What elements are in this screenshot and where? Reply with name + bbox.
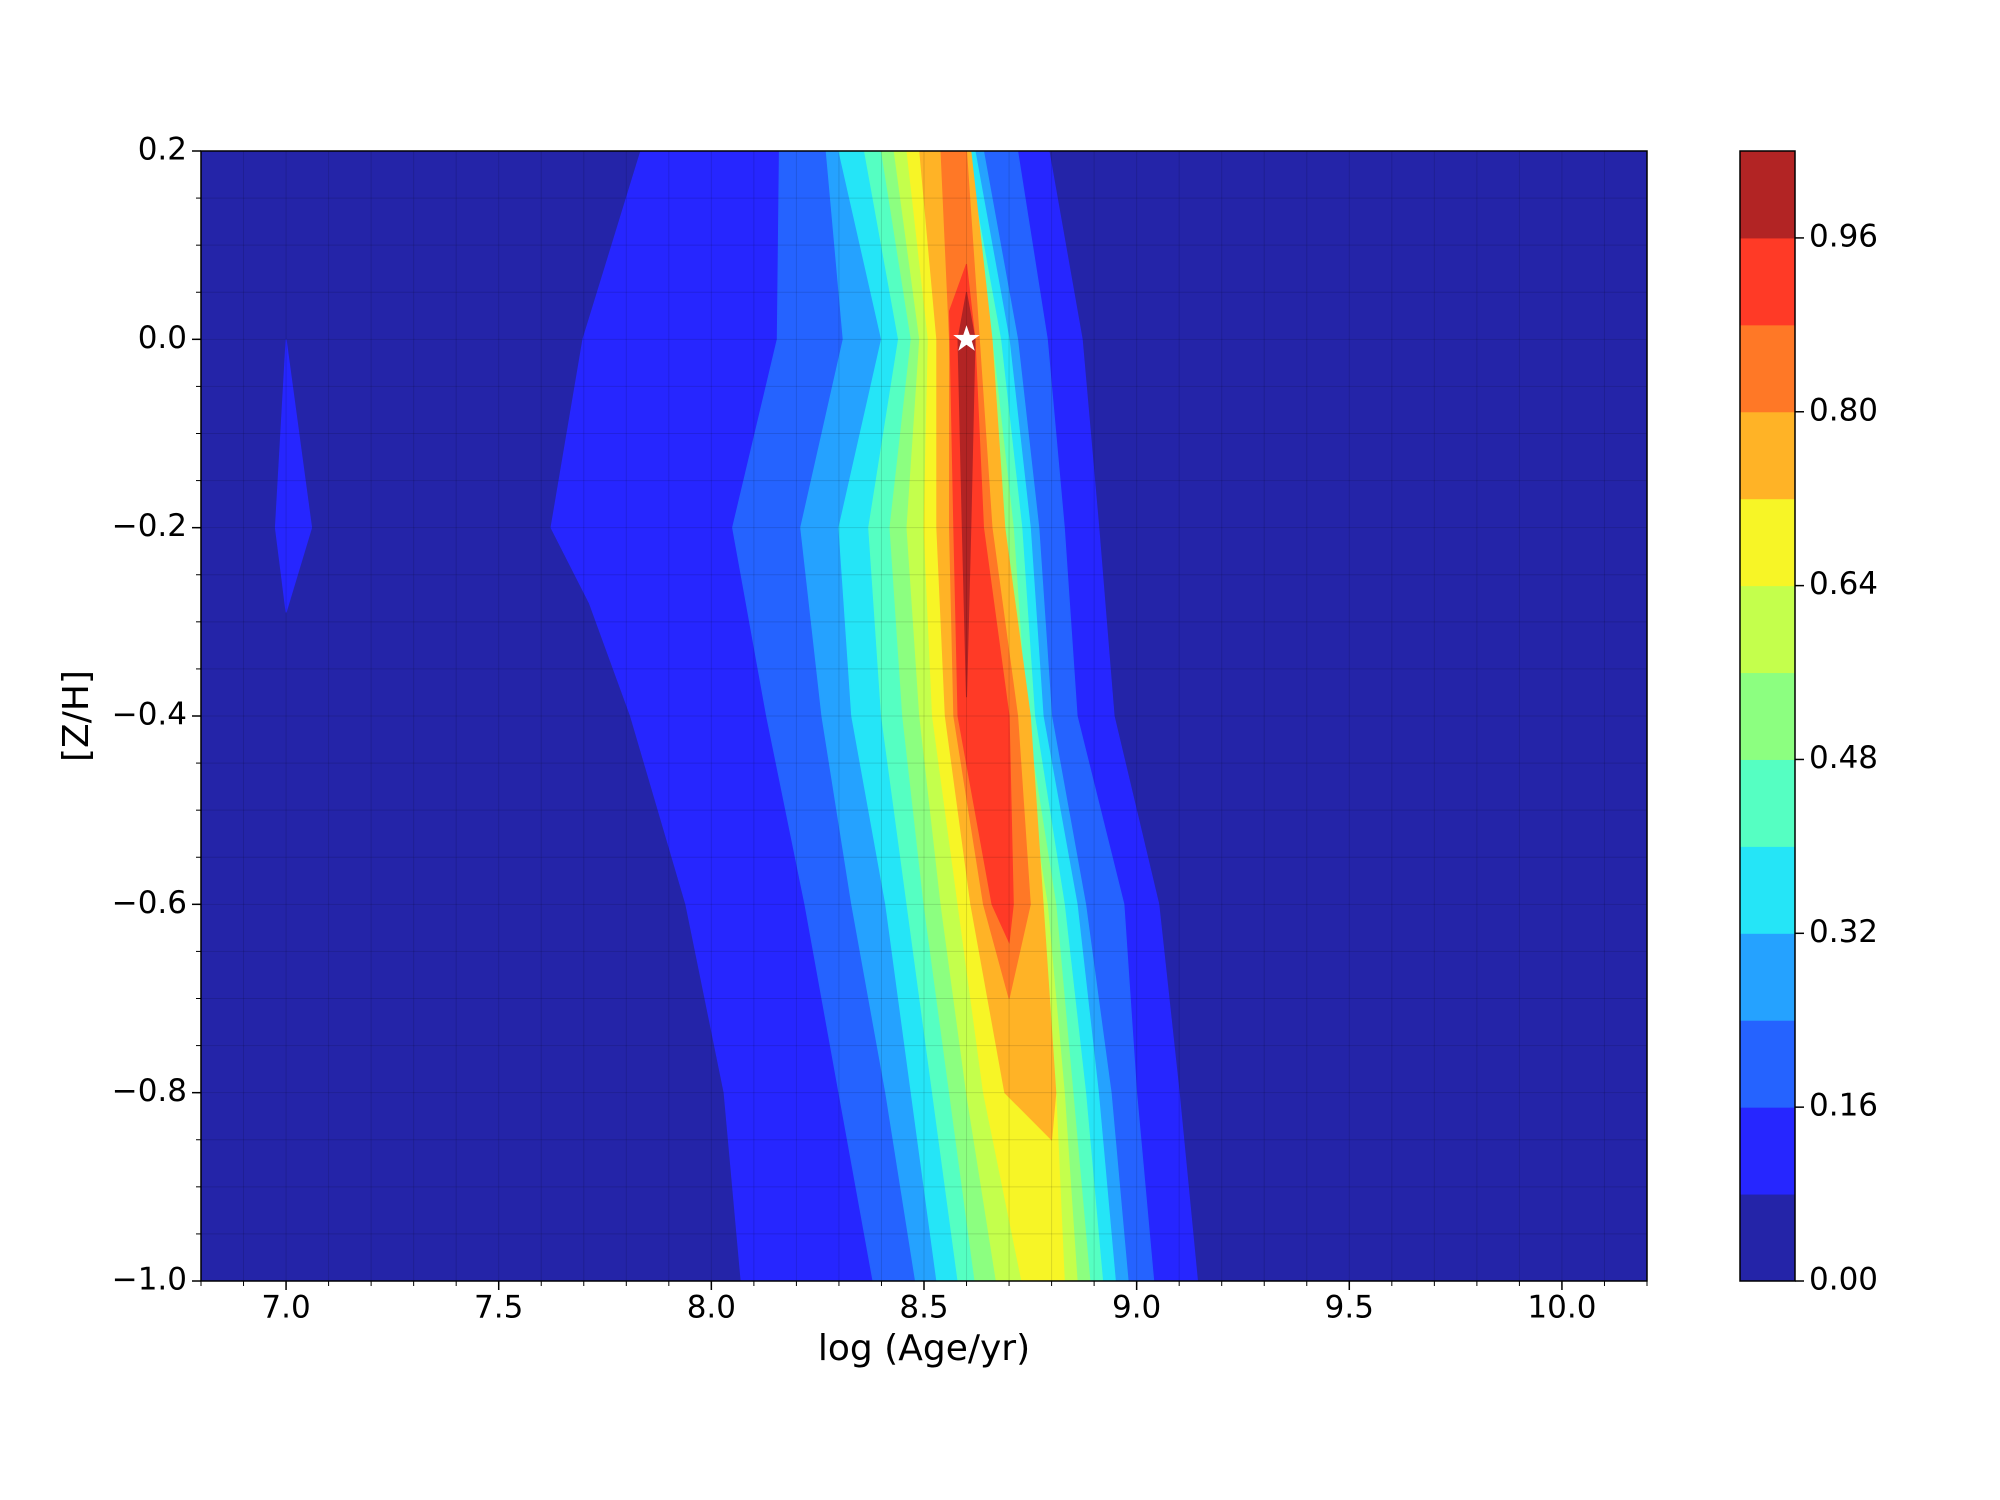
best-fit-marker — [953, 325, 980, 351]
colorbar-band — [1740, 846, 1795, 934]
colorbar-band — [1740, 672, 1795, 760]
x-tick-label: 10.0 — [1527, 1290, 1596, 1326]
colorbar-tick-label: 0.48 — [1809, 740, 1878, 776]
colorbar-tick-label: 0.80 — [1809, 392, 1878, 428]
contour-region — [274, 339, 313, 613]
y-tick-label: 0.0 — [138, 320, 187, 356]
y-tick-label: −1.0 — [112, 1262, 187, 1298]
colorbar-frame — [1739, 150, 1796, 1282]
colorbar-band — [1740, 585, 1795, 674]
y-tick-label: −0.8 — [112, 1073, 187, 1109]
x-tick-label: 7.5 — [474, 1290, 523, 1326]
colorbar-band — [1740, 933, 1795, 1021]
y-tick-label: −0.2 — [112, 508, 187, 544]
colorbar-band — [1740, 1107, 1795, 1195]
colorbar-tick-label: 0.96 — [1809, 218, 1878, 254]
colorbar-band — [1740, 151, 1795, 239]
x-axis-label: log (Age/yr) — [818, 1328, 1030, 1369]
x-tick-label: 9.5 — [1325, 1290, 1374, 1326]
y-tick-label: 0.2 — [138, 132, 187, 168]
colorbar-band — [1740, 759, 1795, 847]
colorbar-tick-label: 0.64 — [1809, 566, 1878, 602]
colorbar-band — [1740, 1020, 1795, 1108]
x-tick-label: 8.5 — [899, 1290, 948, 1326]
y-tick-label: −0.6 — [112, 885, 187, 921]
colorbar-tick-label: 0.32 — [1809, 914, 1878, 950]
colorbar-band — [1740, 498, 1795, 587]
x-tick-label: 9.0 — [1112, 1290, 1161, 1326]
contour-region — [957, 292, 976, 698]
x-tick-label: 7.0 — [261, 1290, 310, 1326]
y-axis-label: [Z/H] — [56, 670, 97, 762]
colorbar-tick-label: 0.00 — [1809, 1262, 1878, 1298]
colorbar-band — [1740, 1194, 1795, 1282]
colorbar-band — [1740, 237, 1795, 326]
y-tick-label: −0.4 — [112, 697, 187, 733]
colorbar-band — [1740, 324, 1795, 413]
colorbar-band — [1740, 411, 1795, 500]
colorbar-tick-label: 0.16 — [1809, 1088, 1878, 1124]
x-tick-label: 8.0 — [687, 1290, 736, 1326]
